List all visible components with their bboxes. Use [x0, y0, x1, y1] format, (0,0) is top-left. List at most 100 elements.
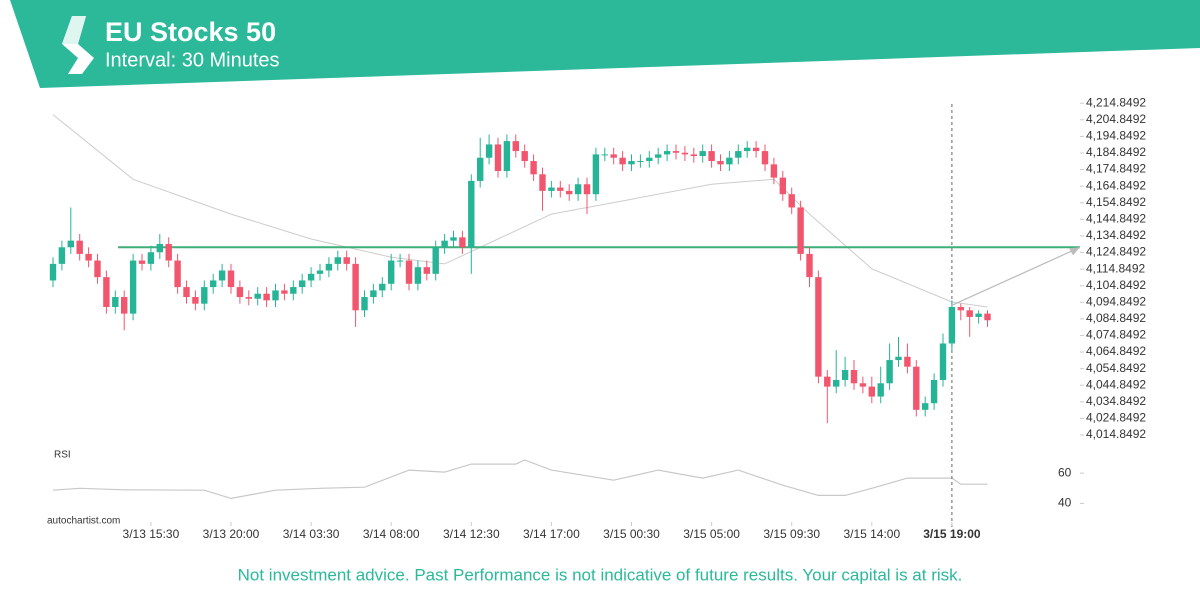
y-tick-label: 4,134.8492	[1086, 228, 1146, 242]
candle-body	[557, 187, 564, 191]
candle-body	[708, 151, 715, 162]
y-tick-label: 4,024.8492	[1086, 411, 1146, 425]
candle-body	[459, 237, 466, 248]
candle-body	[877, 383, 884, 397]
candle-body	[850, 370, 858, 384]
candle-body	[325, 263, 333, 271]
candle-body	[245, 297, 252, 299]
candle-body	[121, 297, 128, 314]
candle-body	[494, 144, 502, 171]
candle-body	[512, 141, 519, 152]
candle-body	[770, 164, 778, 178]
candle-body	[975, 313, 982, 317]
x-tick-label: 3/15 14:00	[843, 527, 900, 541]
y-tick-label: 4,054.8492	[1086, 361, 1146, 375]
candle-body	[904, 356, 911, 367]
y-tick-label: 4,044.8492	[1086, 377, 1146, 391]
candle-body	[299, 280, 306, 288]
candle-body	[788, 194, 795, 208]
candle-body	[450, 237, 457, 241]
y-tick-label: 4,214.8492	[1086, 95, 1146, 109]
y-tick-label: 4,104.8492	[1086, 278, 1146, 292]
candle-body	[227, 270, 235, 288]
candle-body	[574, 184, 582, 195]
candle-body	[583, 184, 591, 195]
rsi-line	[52, 459, 988, 500]
y-tick-label: 4,174.8492	[1086, 162, 1146, 176]
candle-body	[930, 379, 938, 404]
y-tick-label: 4,164.8492	[1086, 178, 1146, 192]
candle-body	[717, 161, 724, 165]
candle-body	[797, 207, 804, 254]
y-tick-label: 4,074.8492	[1086, 328, 1146, 342]
candle-body	[521, 151, 528, 162]
candle-body	[272, 290, 279, 301]
y-tick-label: 4,194.8492	[1086, 129, 1146, 143]
candle-body	[423, 267, 430, 274]
candle-body	[334, 257, 341, 264]
candle-body	[530, 161, 537, 175]
candle-body	[192, 297, 199, 304]
candle-body	[281, 290, 288, 294]
candle-body	[316, 270, 324, 274]
moving-average	[52, 114, 988, 308]
x-tick-label: 3/15 00:30	[603, 527, 660, 541]
candle-body	[85, 253, 92, 261]
y-tick-label: 4,124.8492	[1086, 245, 1146, 259]
candle-body	[984, 313, 991, 321]
candle-body	[405, 260, 413, 284]
candle-body	[868, 386, 875, 397]
candle-body	[94, 260, 101, 278]
y-tick-label: 4,114.8492	[1086, 261, 1145, 275]
candle-body	[58, 247, 66, 264]
candle-body	[112, 297, 119, 307]
candle-body	[236, 287, 244, 298]
x-tick-label: 3/14 17:00	[523, 527, 580, 541]
candle-body	[859, 383, 867, 387]
x-tick-label: 3/13 15:30	[123, 527, 180, 541]
candle-body	[948, 306, 956, 344]
candle-body	[655, 154, 662, 158]
candle-body	[290, 287, 297, 294]
candle-body	[539, 174, 546, 191]
y-tick-label: 4,084.8492	[1086, 311, 1146, 325]
y-tick-label: 4,204.8492	[1086, 112, 1146, 126]
candle-body	[361, 297, 368, 311]
x-tick-label: 3/15 09:30	[763, 527, 820, 541]
candle-body	[824, 376, 831, 387]
rsi-tick-label: 40	[1058, 496, 1072, 510]
candle-body	[610, 154, 617, 158]
candle-body	[485, 144, 493, 158]
candle-body	[138, 260, 146, 264]
x-tick-label: 3/13 20:00	[203, 527, 260, 541]
y-tick-label: 4,014.8492	[1086, 427, 1146, 441]
candle-body	[566, 190, 573, 195]
candle-body	[165, 243, 172, 261]
candle-body	[833, 379, 840, 387]
candle-body	[67, 240, 74, 248]
x-tick-label: 3/15 05:00	[683, 527, 740, 541]
candle-body	[672, 151, 680, 153]
x-tick-label: 3/14 08:00	[363, 527, 420, 541]
candle-body	[49, 263, 57, 281]
candle-body	[841, 370, 849, 380]
y-tick-label: 4,064.8492	[1086, 344, 1146, 358]
rsi-tick-label: 60	[1058, 465, 1072, 479]
candle-body	[548, 187, 555, 191]
candle-body	[147, 252, 155, 264]
candle-body	[254, 293, 261, 299]
y-tick-label: 4,034.8492	[1086, 394, 1146, 408]
x-tick-label: 3/15 19:00	[923, 527, 981, 541]
candle-body	[432, 247, 439, 274]
y-tick-label: 4,094.8492	[1086, 294, 1146, 308]
candle-body	[183, 287, 190, 298]
candle-body	[76, 240, 83, 254]
candle-body	[646, 157, 653, 162]
candle-body	[779, 177, 786, 195]
disclaimer: Not investment advice. Past Performance …	[238, 565, 963, 584]
candle-body	[201, 287, 208, 304]
x-tick-label: 3/14 03:30	[283, 527, 340, 541]
candle-body	[307, 273, 315, 281]
